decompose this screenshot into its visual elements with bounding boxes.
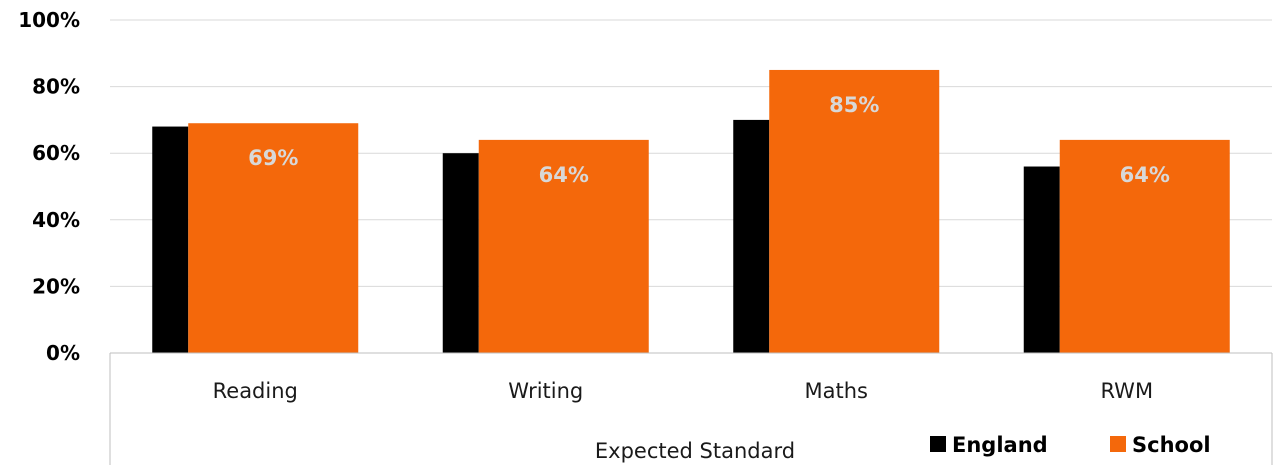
legend-label: School (1132, 433, 1211, 457)
bar-school (478, 139, 649, 353)
bar-school (1059, 139, 1230, 353)
x-axis (109, 352, 1273, 465)
legend-swatch (930, 436, 946, 452)
x-tick-label: Writing (508, 379, 583, 403)
y-tick-label: 60% (32, 141, 80, 165)
x-axis-title: Expected Standard (595, 439, 795, 463)
data-label-school: 64% (539, 163, 589, 187)
y-tick-label: 100% (18, 8, 80, 32)
data-label-school: 64% (1120, 163, 1170, 187)
y-tick-label: 20% (32, 274, 80, 298)
x-tick-label: Maths (805, 379, 868, 403)
data-label-school: 85% (829, 93, 879, 117)
x-tick-label: Reading (213, 379, 298, 403)
bar-school (769, 69, 940, 353)
data-label-school: 69% (248, 146, 298, 170)
y-tick-label: 0% (46, 341, 80, 365)
legend-item: England (930, 433, 1048, 457)
legend: England School (930, 433, 1211, 457)
data-labels: 69% 64% 85% 64% (248, 93, 1170, 187)
legend-label: England (952, 433, 1048, 457)
bar-england (442, 153, 479, 353)
bars (152, 69, 1230, 354)
y-tick-label: 80% (32, 75, 80, 99)
legend-item: School (1110, 433, 1211, 457)
x-axis-ticks: Reading Writing Maths RWM (213, 379, 1153, 403)
bar-england (152, 126, 189, 353)
bar-school (188, 123, 359, 353)
bar-england (1023, 166, 1060, 353)
bar-england (733, 119, 770, 354)
y-tick-label: 40% (32, 208, 80, 232)
legend-swatch (1110, 436, 1126, 452)
y-axis-ticks: 0% 20% 40% 60% 80% 100% (18, 8, 80, 365)
x-tick-label: RWM (1100, 379, 1153, 403)
